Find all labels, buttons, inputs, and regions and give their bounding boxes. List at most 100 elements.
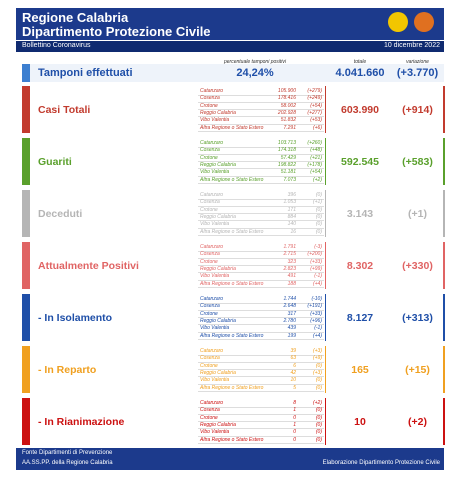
color-bar: [443, 190, 445, 237]
province: Reggio Calabria: [200, 265, 236, 272]
footer-text: Fonte Dipartimenti di Prevenzione: [22, 450, 113, 456]
total: 165: [351, 364, 369, 376]
row-line: [198, 123, 324, 125]
value: 317: [287, 310, 296, 317]
value: 178.416: [277, 95, 296, 102]
province: Reggio Calabria: [200, 161, 236, 168]
color-bar: [22, 86, 30, 133]
province: Vibo Valentia: [200, 117, 230, 124]
value: 396: [287, 192, 296, 198]
divider: [325, 398, 326, 445]
delta: (+2): [312, 176, 322, 183]
percent: 24,24%: [236, 67, 274, 79]
total: 10: [354, 416, 366, 428]
row-line: [198, 220, 324, 221]
divider: [325, 138, 326, 185]
section-label: Casi Totali: [38, 104, 91, 116]
value: 1: [293, 407, 296, 414]
delta: (0): [315, 377, 322, 384]
section-label: - In Isolamento: [38, 312, 113, 324]
province: Vibo Valentia: [200, 325, 230, 332]
row-line: [198, 354, 324, 355]
row-line: [198, 213, 324, 214]
value: 174.318: [277, 147, 296, 154]
province: Crotone: [200, 310, 218, 317]
province: Crotone: [200, 206, 218, 213]
row-line: [198, 227, 324, 229]
row-line: [198, 175, 324, 177]
delta: (0): [315, 407, 322, 414]
province: Cosenza: [200, 407, 220, 414]
row-line: [198, 331, 324, 333]
row-line: [198, 413, 324, 415]
province: Catanzaro: [200, 140, 224, 146]
delta: (+9): [312, 355, 322, 362]
province: Cosenza: [200, 95, 220, 102]
delta: (+4): [312, 280, 322, 287]
delta: (+2): [312, 400, 322, 406]
province: Cosenza: [200, 355, 220, 362]
variation: (+914): [402, 104, 433, 116]
variation: (+3.770): [396, 67, 439, 79]
province: Crotone: [200, 154, 218, 161]
footer-band: [16, 448, 444, 470]
row-line: [198, 205, 324, 207]
province: Altra Regione o Stato Estero: [200, 124, 264, 131]
province: Cosenza: [200, 199, 220, 206]
value: 6: [293, 362, 296, 369]
total: 603.990: [341, 104, 379, 116]
row-line: [198, 421, 324, 422]
value: 2.780: [283, 317, 296, 324]
value: 57.429: [280, 154, 296, 161]
value: 199: [287, 332, 296, 339]
value: 105.900: [277, 88, 296, 94]
province: Crotone: [200, 362, 218, 369]
variation: (+330): [402, 260, 433, 272]
row-line: [198, 131, 324, 132]
province: Vibo Valentia: [200, 377, 230, 384]
color-bar: [443, 242, 445, 289]
delta: (-10): [311, 296, 322, 302]
logo: [388, 12, 408, 32]
row-line: [198, 428, 324, 429]
delta: (+21): [310, 154, 322, 161]
delta: (0): [315, 228, 322, 235]
subtitle: Bollettino Coronavirus: [22, 42, 91, 49]
color-bar: [443, 138, 445, 185]
color-bar: [22, 190, 30, 237]
delta: (+260): [307, 140, 322, 146]
delta: (+33): [310, 258, 322, 265]
delta: (0): [315, 429, 322, 436]
value: 1: [293, 421, 296, 428]
row-line: [198, 361, 324, 363]
value: 1.744: [283, 296, 296, 302]
delta: (+1): [312, 199, 322, 206]
row-line: [198, 287, 324, 288]
province: Cosenza: [200, 251, 220, 258]
row-line: [198, 153, 324, 155]
color-bar: [443, 346, 445, 393]
province: Vibo Valentia: [200, 169, 230, 176]
title: Regione Calabria: [22, 10, 129, 25]
row-line: [198, 198, 324, 199]
province: Crotone: [200, 258, 218, 265]
value: 0: [293, 436, 296, 443]
delta: (0): [315, 192, 322, 198]
delta: (+54): [310, 102, 322, 109]
section-label: - In Reparto: [38, 364, 97, 376]
value: 10: [290, 377, 296, 384]
delta: (-1): [314, 325, 322, 332]
value: 39: [290, 348, 296, 354]
province: Vibo Valentia: [200, 221, 230, 228]
row-line: [198, 235, 324, 236]
province: Reggio Calabria: [200, 109, 236, 116]
row-line: [198, 146, 324, 147]
value: 491: [287, 273, 296, 280]
delta: (+3): [312, 348, 322, 354]
province: Cosenza: [200, 147, 220, 154]
color-bar: [443, 86, 445, 133]
row-line: [198, 250, 324, 251]
color-bar: [22, 398, 30, 445]
header-band: [16, 8, 444, 40]
delta: (+4): [312, 332, 322, 339]
